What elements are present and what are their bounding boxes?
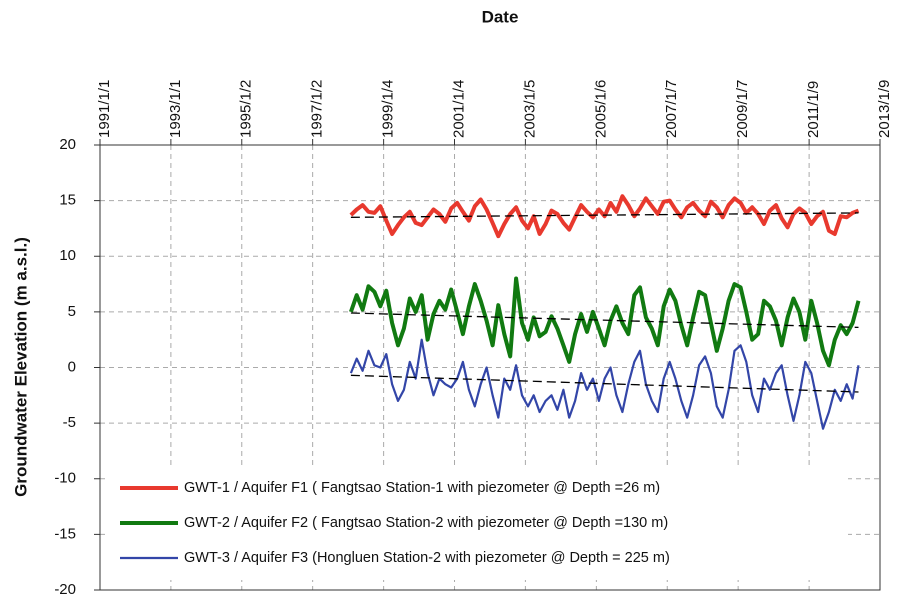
legend-label: GWT-3 / Aquifer F3 (Hongluen Station-2 w… <box>184 550 670 566</box>
x-axis-title: Date <box>482 7 519 26</box>
x-tick-label: 2001/1/4 <box>450 80 467 138</box>
y-axis-title: Groundwater Elevation (m a.s.l.) <box>11 237 30 497</box>
y-tick-label: 20 <box>59 136 76 153</box>
trend-line <box>350 374 859 393</box>
x-tick-label: 2003/1/5 <box>521 80 538 138</box>
x-tick-label: 1991/1/1 <box>96 80 113 138</box>
x-tick-label: 2005/1/6 <box>592 80 609 138</box>
y-tick-label: 0 <box>68 358 76 375</box>
y-tick-label: 10 <box>59 247 76 264</box>
series-line <box>349 276 861 368</box>
legend-box <box>108 468 848 580</box>
trend-line <box>350 212 859 218</box>
y-tick-label: 15 <box>59 192 76 209</box>
trend-line <box>350 312 859 329</box>
x-tick-label: 1993/1/1 <box>167 80 184 138</box>
x-tick-label: 2007/1/7 <box>663 80 680 138</box>
x-tick-label: 1999/1/4 <box>380 80 397 138</box>
x-tick-label: 1997/1/2 <box>309 80 326 138</box>
x-tick-label: 1995/1/2 <box>238 80 255 138</box>
series-line <box>349 194 860 239</box>
legend-label: GWT-1 / Aquifer F1 ( Fangtsao Station-1 … <box>184 480 660 496</box>
plot-frame <box>99 144 881 591</box>
y-tick-label: -5 <box>63 414 76 431</box>
x-tick-label: 2009/1/7 <box>734 80 751 138</box>
series-line <box>349 338 860 430</box>
x-tick-label: 2013/1/9 <box>876 80 893 138</box>
y-tick-label: -10 <box>54 470 76 487</box>
y-tick-label: 5 <box>68 303 76 320</box>
legend-label: GWT-2 / Aquifer F2 ( Fangtsao Station-2 … <box>184 515 668 531</box>
x-tick-label: 2011/1/9 <box>805 81 822 138</box>
y-tick-label: -20 <box>54 581 76 598</box>
y-tick-label: -15 <box>54 525 76 542</box>
